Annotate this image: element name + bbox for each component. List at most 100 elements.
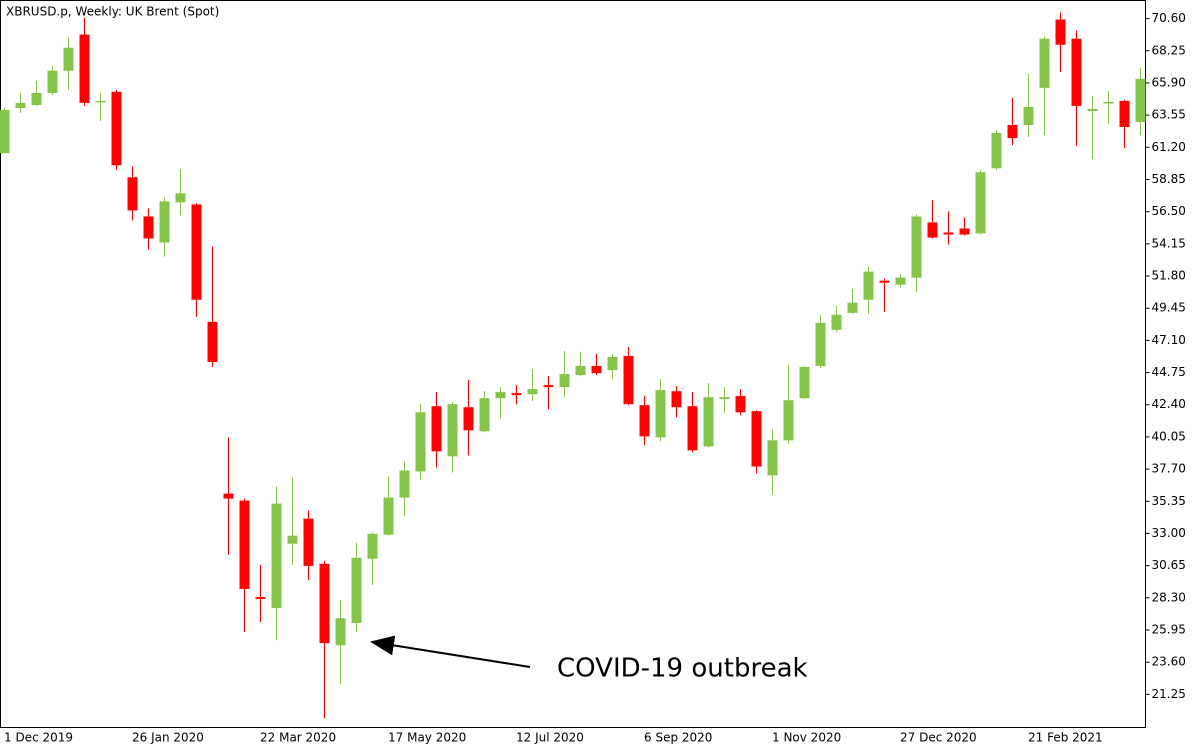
candle-body <box>367 533 378 559</box>
candle-body <box>319 563 330 644</box>
candle-body <box>831 314 842 330</box>
candle-body <box>159 201 170 243</box>
candle-body <box>431 406 442 452</box>
candle-body <box>943 232 954 235</box>
candle-body <box>1103 101 1114 104</box>
candle-body <box>511 393 522 396</box>
candle-body <box>239 500 250 589</box>
candle-body <box>447 404 458 457</box>
candle-body <box>95 100 106 103</box>
candle-body <box>799 366 810 399</box>
candle-body <box>927 222 938 238</box>
y-tick-label: 40.05 <box>1152 429 1186 443</box>
candle-body <box>975 172 986 234</box>
y-tick-label: 70.60 <box>1152 11 1186 25</box>
candle-body <box>847 302 858 313</box>
candle-body <box>351 557 362 624</box>
candle-body <box>15 102 26 108</box>
candle-body <box>175 193 186 203</box>
y-tick-label: 44.75 <box>1152 365 1186 379</box>
candle-body <box>415 412 426 472</box>
x-tick-label: 17 May 2020 <box>388 731 466 745</box>
candle-body <box>303 518 314 566</box>
candle-body <box>607 356 618 371</box>
candle-body <box>479 398 490 432</box>
candle-body <box>1055 19 1066 45</box>
y-tick-label: 28.30 <box>1152 590 1186 604</box>
candle-body <box>767 440 778 476</box>
candle-body <box>591 365 602 374</box>
annotation: COVID-19 outbreak <box>557 654 808 684</box>
y-tick-label: 21.25 <box>1152 687 1186 701</box>
candle-body <box>143 216 154 239</box>
candle-body <box>223 493 234 499</box>
candle-body <box>1135 78 1146 122</box>
y-tick-label: 37.70 <box>1152 462 1186 476</box>
x-tick-label: 27 Dec 2020 <box>900 731 977 745</box>
plot-frame <box>0 0 1146 728</box>
candle-body <box>111 91 122 166</box>
candle-body <box>815 322 826 366</box>
candle-body <box>735 396 746 413</box>
candle-body <box>671 391 682 408</box>
candle-body <box>31 92 42 105</box>
y-tick-label: 56.50 <box>1152 204 1186 218</box>
candle-body <box>0 109 10 154</box>
candle-body <box>543 385 554 388</box>
x-tick-label: 21 Feb 2021 <box>1028 731 1103 745</box>
x-tick-label: 1 Nov 2020 <box>772 731 841 745</box>
candle-body <box>383 497 394 535</box>
x-tick-label: 22 Mar 2020 <box>260 731 336 745</box>
y-tick-label: 63.55 <box>1152 108 1186 122</box>
candle-body <box>399 470 410 498</box>
y-tick-label: 68.25 <box>1152 43 1186 57</box>
candle-body <box>639 405 650 437</box>
candle-body <box>575 365 586 376</box>
y-tick-label: 65.90 <box>1152 75 1186 89</box>
candle-body <box>895 277 906 285</box>
candle-body <box>1039 38 1050 88</box>
candle-body <box>1087 108 1098 112</box>
candle-body <box>991 133 1002 169</box>
candle-body <box>655 390 666 438</box>
candle-body <box>751 411 762 467</box>
candle-body <box>1007 124 1018 139</box>
candle-body <box>703 397 714 447</box>
candle-body <box>879 280 890 283</box>
y-tick-label: 25.95 <box>1152 623 1186 637</box>
candle-body <box>1071 38 1082 106</box>
candle-body <box>911 216 922 278</box>
candle-body <box>463 407 474 431</box>
y-tick-label: 58.85 <box>1152 172 1186 186</box>
y-tick-label: 33.00 <box>1152 526 1186 540</box>
candle-body <box>271 503 282 608</box>
y-tick-label: 35.35 <box>1152 494 1186 508</box>
x-tick-label: 1 Dec 2019 <box>4 731 73 745</box>
y-tick-label: 30.65 <box>1152 558 1186 572</box>
x-tick-label: 6 Sep 2020 <box>644 731 712 745</box>
candle-body <box>623 355 634 405</box>
annotation-arrow <box>370 635 531 668</box>
y-tick-label: 47.10 <box>1152 333 1186 347</box>
y-tick-label: 61.20 <box>1152 140 1186 154</box>
y-tick-label: 42.40 <box>1152 397 1186 411</box>
candle-body <box>79 34 90 103</box>
candle-body <box>47 70 58 93</box>
candle-body <box>287 535 298 544</box>
y-tick-label: 49.45 <box>1152 301 1186 315</box>
candle-body <box>191 204 202 300</box>
candle-body <box>1119 100 1130 128</box>
y-tick-label: 51.80 <box>1152 269 1186 283</box>
candle-body <box>687 406 698 451</box>
candle-body <box>863 271 874 300</box>
chart-title: XBRUSD.p, Weekly: UK Brent (Spot) <box>6 5 219 19</box>
candle-body <box>719 397 730 400</box>
x-tick-label: 26 Jan 2020 <box>132 731 204 745</box>
candle-body <box>335 618 346 646</box>
candle-body <box>559 374 570 388</box>
candle-body <box>959 228 970 235</box>
candle-body <box>127 177 138 211</box>
y-tick-label: 54.15 <box>1152 236 1186 250</box>
candle-body <box>1023 106 1034 125</box>
